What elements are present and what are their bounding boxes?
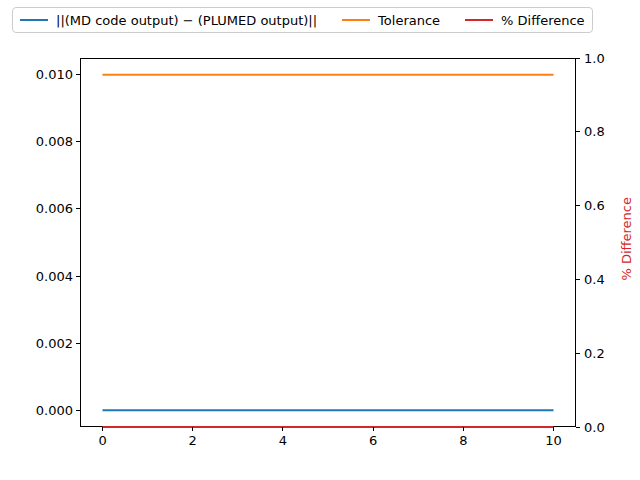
right-axis-tick bbox=[576, 205, 580, 206]
left-axis-tick-label: 0.000 bbox=[0, 403, 73, 418]
legend-item-label: % Difference bbox=[501, 13, 585, 28]
right-axis-tick bbox=[576, 427, 580, 428]
x-axis-tick-label: 2 bbox=[189, 433, 197, 448]
x-axis-tick-label: 4 bbox=[279, 433, 287, 448]
plot-area bbox=[80, 58, 576, 427]
left-axis-tick bbox=[76, 141, 80, 142]
right-axis-tick bbox=[576, 58, 580, 59]
figure: ||(MD code output) − (PLUMED output)|| T… bbox=[0, 0, 640, 480]
left-axis-tick-label: 0.008 bbox=[0, 134, 73, 149]
legend-item-md-plumed-diff-norm: ||(MD code output) − (PLUMED output)|| bbox=[20, 13, 317, 28]
right-axis-tick-label: 0.0 bbox=[584, 420, 605, 435]
left-axis-tick bbox=[76, 74, 80, 75]
left-axis-tick-label: 0.010 bbox=[0, 67, 73, 82]
left-axis-tick bbox=[76, 208, 80, 209]
right-axis-tick bbox=[576, 353, 580, 354]
x-axis-tick bbox=[102, 427, 103, 431]
x-axis-tick bbox=[553, 427, 554, 431]
right-axis-tick-label: 1.0 bbox=[584, 51, 605, 66]
x-axis-tick bbox=[373, 427, 374, 431]
left-axis-tick-label: 0.006 bbox=[0, 201, 73, 216]
right-axis-tick bbox=[576, 279, 580, 280]
x-axis-tick-label: 0 bbox=[98, 433, 106, 448]
legend-item-tolerance: Tolerance bbox=[342, 13, 440, 28]
right-axis-tick-label: 0.8 bbox=[584, 124, 605, 139]
x-axis-tick bbox=[192, 427, 193, 431]
right-axis-title: % Difference bbox=[619, 197, 634, 281]
x-axis-tick bbox=[282, 427, 283, 431]
left-axis-tick-label: 0.002 bbox=[0, 336, 73, 351]
legend-line-sample bbox=[342, 19, 370, 21]
x-axis-tick-label: 10 bbox=[545, 433, 562, 448]
right-axis-tick bbox=[576, 131, 580, 132]
x-axis-tick-label: 8 bbox=[459, 433, 467, 448]
x-axis-tick-label: 6 bbox=[369, 433, 377, 448]
left-axis-tick-label: 0.004 bbox=[0, 269, 73, 284]
legend-item-percent-difference: % Difference bbox=[465, 13, 585, 28]
series-lines bbox=[80, 58, 576, 427]
right-axis-tick-label: 0.4 bbox=[584, 272, 605, 287]
left-axis-tick bbox=[76, 410, 80, 411]
legend-line-sample bbox=[20, 19, 48, 21]
right-axis-tick-label: 0.6 bbox=[584, 198, 605, 213]
legend-item-label: ||(MD code output) − (PLUMED output)|| bbox=[56, 13, 317, 28]
legend-item-label: Tolerance bbox=[378, 13, 440, 28]
legend: ||(MD code output) − (PLUMED output)|| T… bbox=[12, 7, 593, 33]
legend-line-sample bbox=[465, 19, 493, 21]
left-axis-tick bbox=[76, 276, 80, 277]
right-axis-tick-label: 0.2 bbox=[584, 346, 605, 361]
x-axis-tick bbox=[463, 427, 464, 431]
left-axis-tick bbox=[76, 343, 80, 344]
